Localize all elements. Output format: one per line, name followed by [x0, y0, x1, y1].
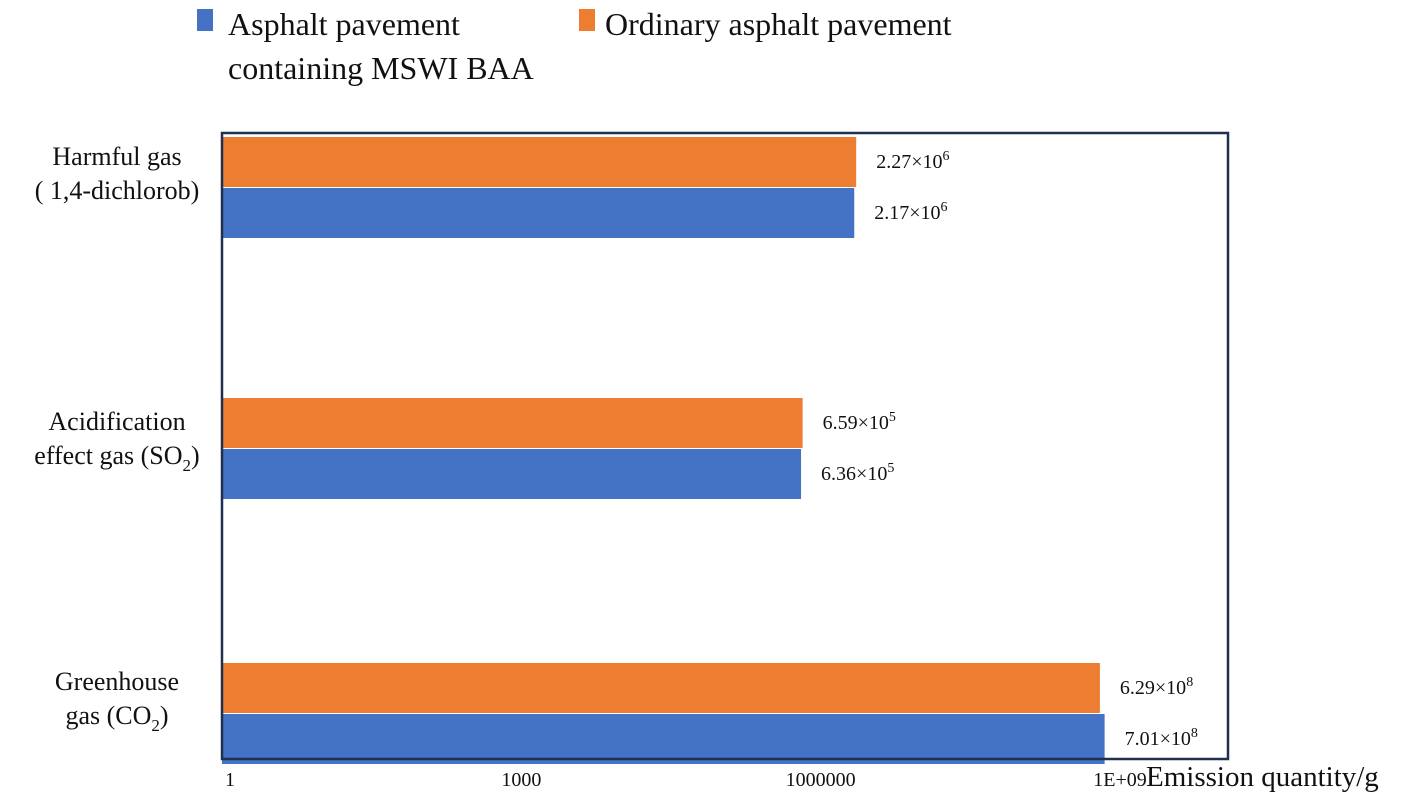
category-labels: Harmful gas ( 1,4-dichlorob) Acidification… [34, 142, 199, 735]
value-label-baa-harmful: 2.17×106 [874, 200, 947, 224]
category-label-acid-line-1: Acidification [48, 407, 185, 436]
value-label-baa-ghg: 7.01×108 [1125, 726, 1198, 750]
bar-ordinary-acid [222, 398, 803, 448]
category-label-ghg-line-2: gas (CO2) [65, 701, 168, 735]
x-axis-label: Emission quantity/g [1146, 761, 1379, 793]
bar-baa-acid [222, 449, 802, 499]
legend-label-ordinary-line-1: Ordinary asphalt pavement [605, 6, 952, 42]
legend-swatch-ordinary [579, 9, 595, 31]
category-label-harmful-line-2: ( 1,4-dichlorob) [35, 176, 200, 205]
legend: Asphalt pavement containing MSWI BAA Ordin… [197, 6, 952, 86]
x-axis-ticks: 1 1000 1000000 1E+09 [225, 769, 1147, 791]
category-label-ghg-line-1: Greenhouse [55, 667, 179, 696]
x-tick-label-1: 1 [225, 769, 235, 791]
category-label-acid-line-2: effect gas (SO2) [34, 441, 199, 475]
legend-swatch-baa [197, 9, 213, 31]
x-tick-label-1000000: 1000000 [786, 769, 856, 791]
plot-frame [220, 131, 1230, 761]
legend-label-baa-line-2: containing MSWI BAA [228, 50, 534, 86]
bar-baa-ghg [222, 714, 1105, 764]
value-label-ordinary-acid: 6.59×105 [823, 410, 896, 434]
value-label-ordinary-harmful: 2.27×106 [876, 149, 949, 173]
bar-ordinary-harmful [222, 137, 857, 187]
value-label-ordinary-ghg: 6.29×108 [1120, 675, 1193, 699]
legend-label-baa-line-1: Asphalt pavement [228, 6, 460, 42]
bar-group: 2.27×106 6.59×105 6.29×108 2.17×106 6.36×105… [222, 137, 1198, 764]
value-label-baa-acid: 6.36×105 [821, 461, 894, 485]
category-label-harmful-line-1: Harmful gas [52, 142, 181, 171]
bar-ordinary-ghg [222, 663, 1100, 713]
bar-baa-harmful [222, 188, 855, 238]
x-tick-label-1e-09: 1E+09 [1093, 769, 1147, 791]
x-tick-label-1000: 1000 [501, 769, 541, 791]
